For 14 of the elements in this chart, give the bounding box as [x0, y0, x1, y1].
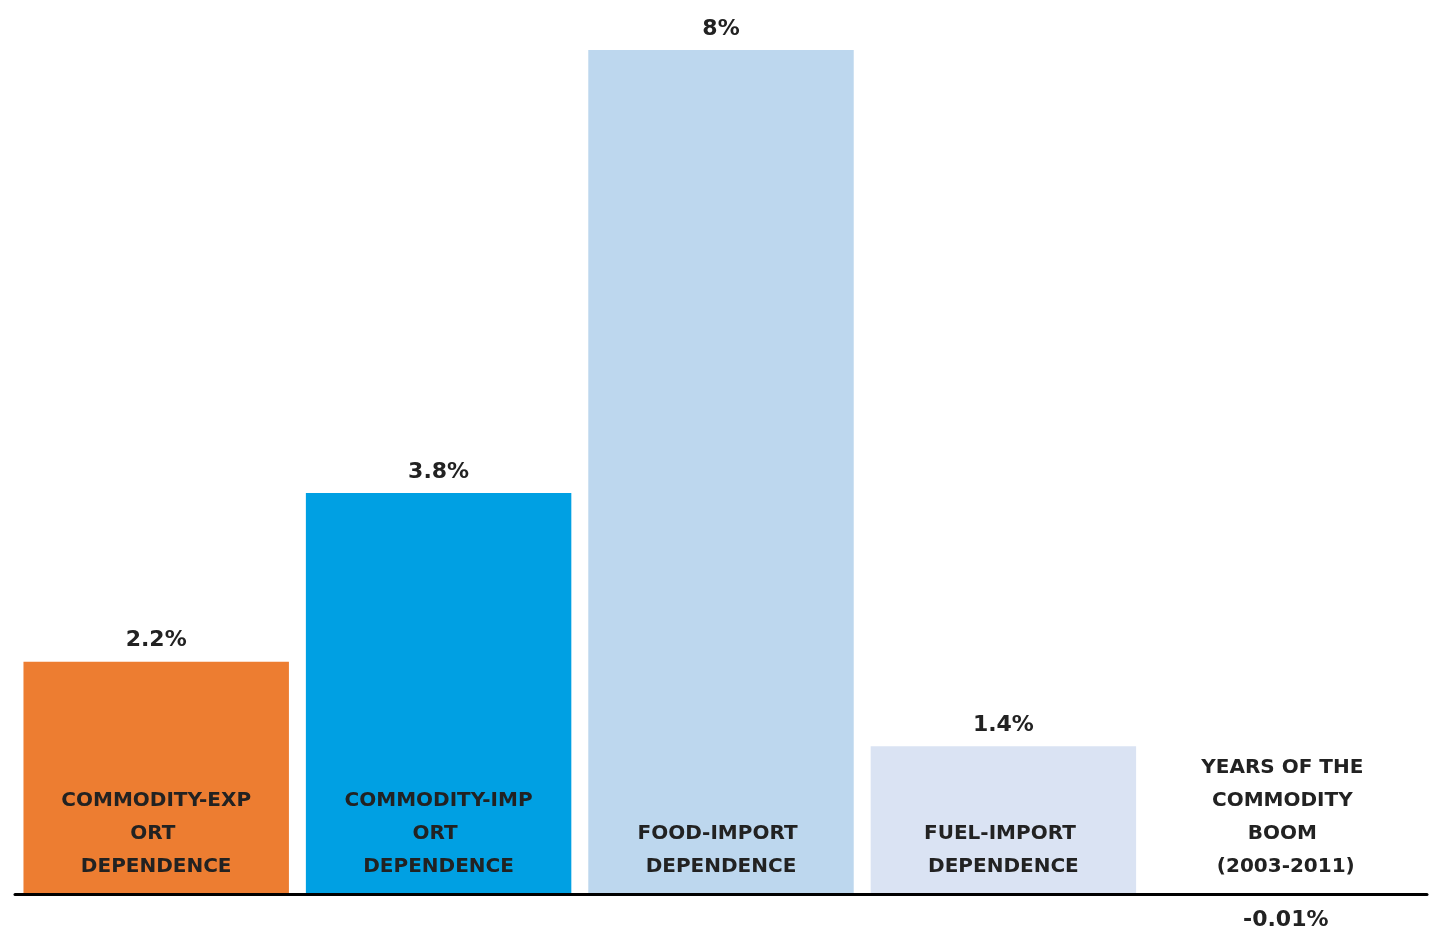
data-label: 1.4%: [972, 710, 1034, 736]
data-label: 3.8%: [408, 457, 470, 483]
bar: [23, 661, 289, 894]
x-tick-label: COMMODITY-EXPORT DEPENDENCE: [61, 786, 252, 877]
data-label: 8%: [702, 14, 740, 40]
bar: [870, 746, 1137, 894]
x-tick-label: FOOD-IMPORT DEPENDENCE: [637, 819, 805, 877]
bar: [305, 493, 572, 894]
x-tick-label: FUEL-IMPORT DEPENDENCE: [924, 819, 1083, 877]
x-tick-label: YEARS OF THE COMMODITY BOOM (2003-2011): [1200, 753, 1371, 877]
data-label: 2.2%: [125, 626, 187, 652]
bar: [588, 50, 854, 894]
data-label: -0.01%: [1243, 905, 1329, 931]
x-tick-label: COMMODITY-IMPORT DEPENDENCE: [344, 786, 533, 877]
